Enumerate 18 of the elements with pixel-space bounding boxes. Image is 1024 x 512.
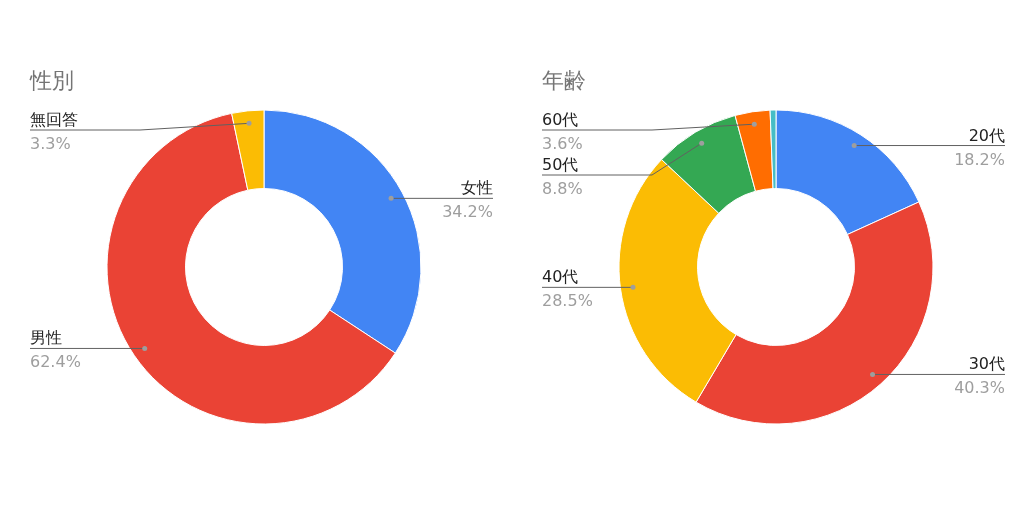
data-label: 18.2% bbox=[954, 149, 1005, 169]
chart-title: 年齢 bbox=[542, 68, 586, 93]
slice-label: 男性 bbox=[30, 328, 62, 348]
data-label: 3.3% bbox=[30, 134, 71, 153]
data-label: 8.8% bbox=[542, 179, 583, 198]
slice-label: 女性 bbox=[461, 178, 493, 198]
chart-title: 性別 bbox=[29, 68, 74, 93]
slice-label: 50代 bbox=[542, 155, 579, 174]
slice-label: 60代 bbox=[542, 110, 579, 129]
slice-label: 30代 bbox=[968, 354, 1005, 374]
data-label: 62.4% bbox=[30, 352, 81, 372]
slice-label: 無回答 bbox=[30, 110, 78, 129]
data-label: 34.2% bbox=[442, 202, 493, 222]
slice-label: 20代 bbox=[968, 125, 1005, 145]
slice-label: 40代 bbox=[542, 267, 579, 287]
data-label: 28.5% bbox=[542, 291, 593, 311]
data-label: 3.6% bbox=[542, 134, 583, 153]
data-label: 40.3% bbox=[954, 378, 1005, 398]
